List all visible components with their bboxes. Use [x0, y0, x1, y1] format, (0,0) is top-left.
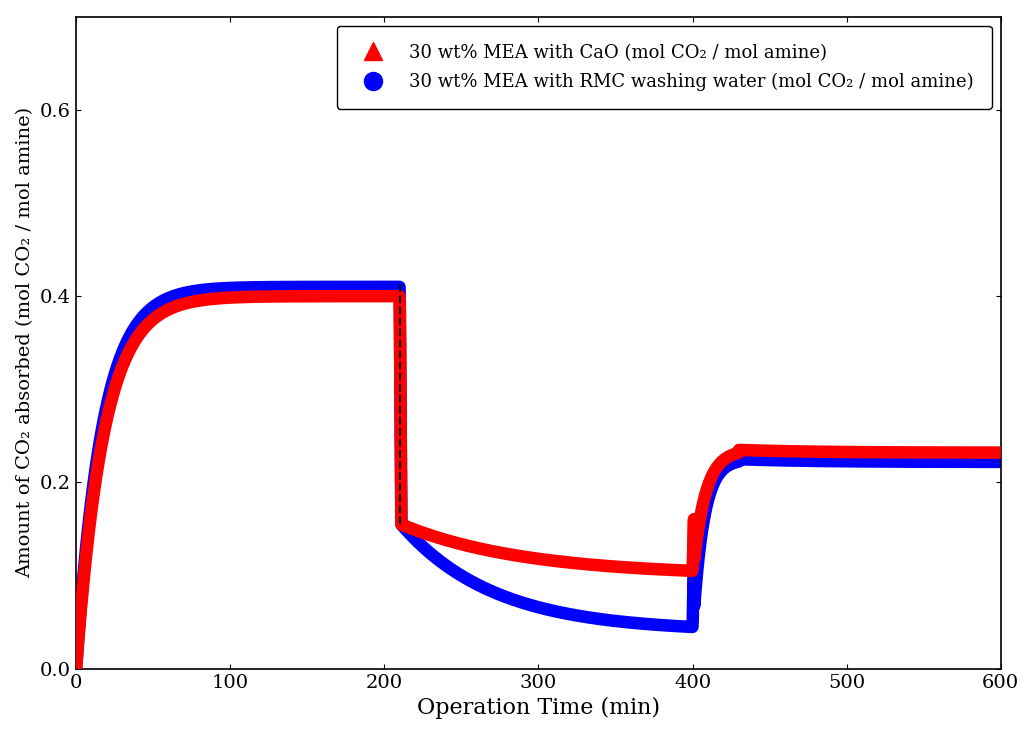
Legend: 30 wt% MEA with CaO (mol CO₂ / mol amine), 30 wt% MEA with RMC washing water (mo: 30 wt% MEA with CaO (mol CO₂ / mol amine…: [337, 26, 991, 109]
X-axis label: Operation Time (min): Operation Time (min): [416, 697, 660, 719]
Y-axis label: Amount of CO₂ absorbed (mol CO₂ / mol amine): Amount of CO₂ absorbed (mol CO₂ / mol am…: [17, 107, 34, 578]
